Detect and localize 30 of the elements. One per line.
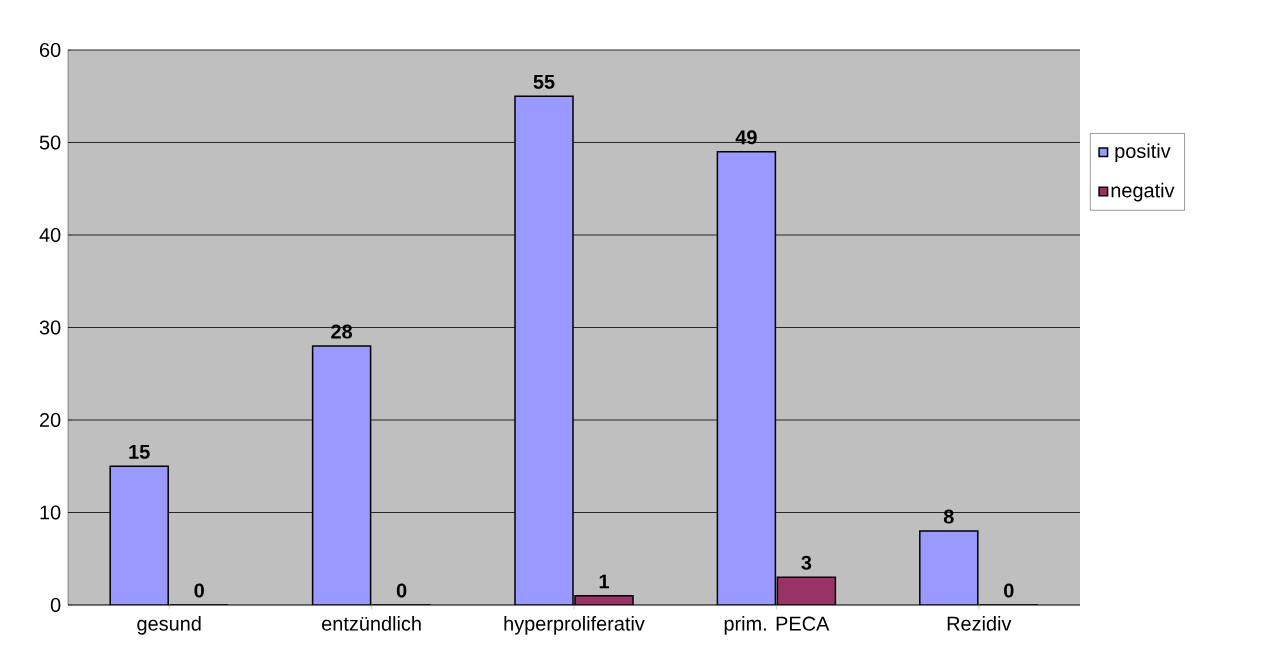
bar — [919, 530, 979, 605]
y-tick-label: 60 — [40, 42, 61, 58]
data-label: 1 — [599, 574, 609, 589]
data-label: 0 — [1004, 583, 1014, 598]
x-tick-label: prim. PECA — [724, 616, 830, 635]
x-tick-label: entzündlich — [322, 616, 421, 631]
y-tick-label: 10 — [40, 505, 61, 520]
data-label: 15 — [129, 444, 150, 459]
x-tick-label: gesund — [137, 616, 201, 635]
y-tick-label: 40 — [39, 227, 61, 243]
bar — [514, 95, 574, 605]
bar — [109, 465, 169, 605]
legend-label: positiv — [1115, 143, 1171, 163]
bar — [311, 345, 372, 605]
bar — [716, 151, 777, 605]
data-label: 49 — [735, 130, 757, 145]
data-label: 0 — [396, 583, 407, 598]
x-tick-label: Rezidiv — [947, 616, 1012, 631]
legend-label: negativ — [1111, 182, 1175, 202]
data-label: 3 — [801, 555, 812, 570]
data-label: 55 — [533, 74, 555, 89]
y-tick-label: 0 — [50, 597, 61, 613]
data-label: 8 — [943, 509, 954, 524]
y-tick-label: 50 — [39, 135, 61, 150]
data-label: 28 — [331, 324, 353, 339]
data-label: 0 — [194, 583, 204, 598]
x-tick-label: hyperproliferativ — [504, 616, 645, 635]
y-tick-label: 20 — [40, 412, 61, 428]
y-tick-label: 30 — [39, 320, 61, 335]
bar — [776, 576, 837, 605]
